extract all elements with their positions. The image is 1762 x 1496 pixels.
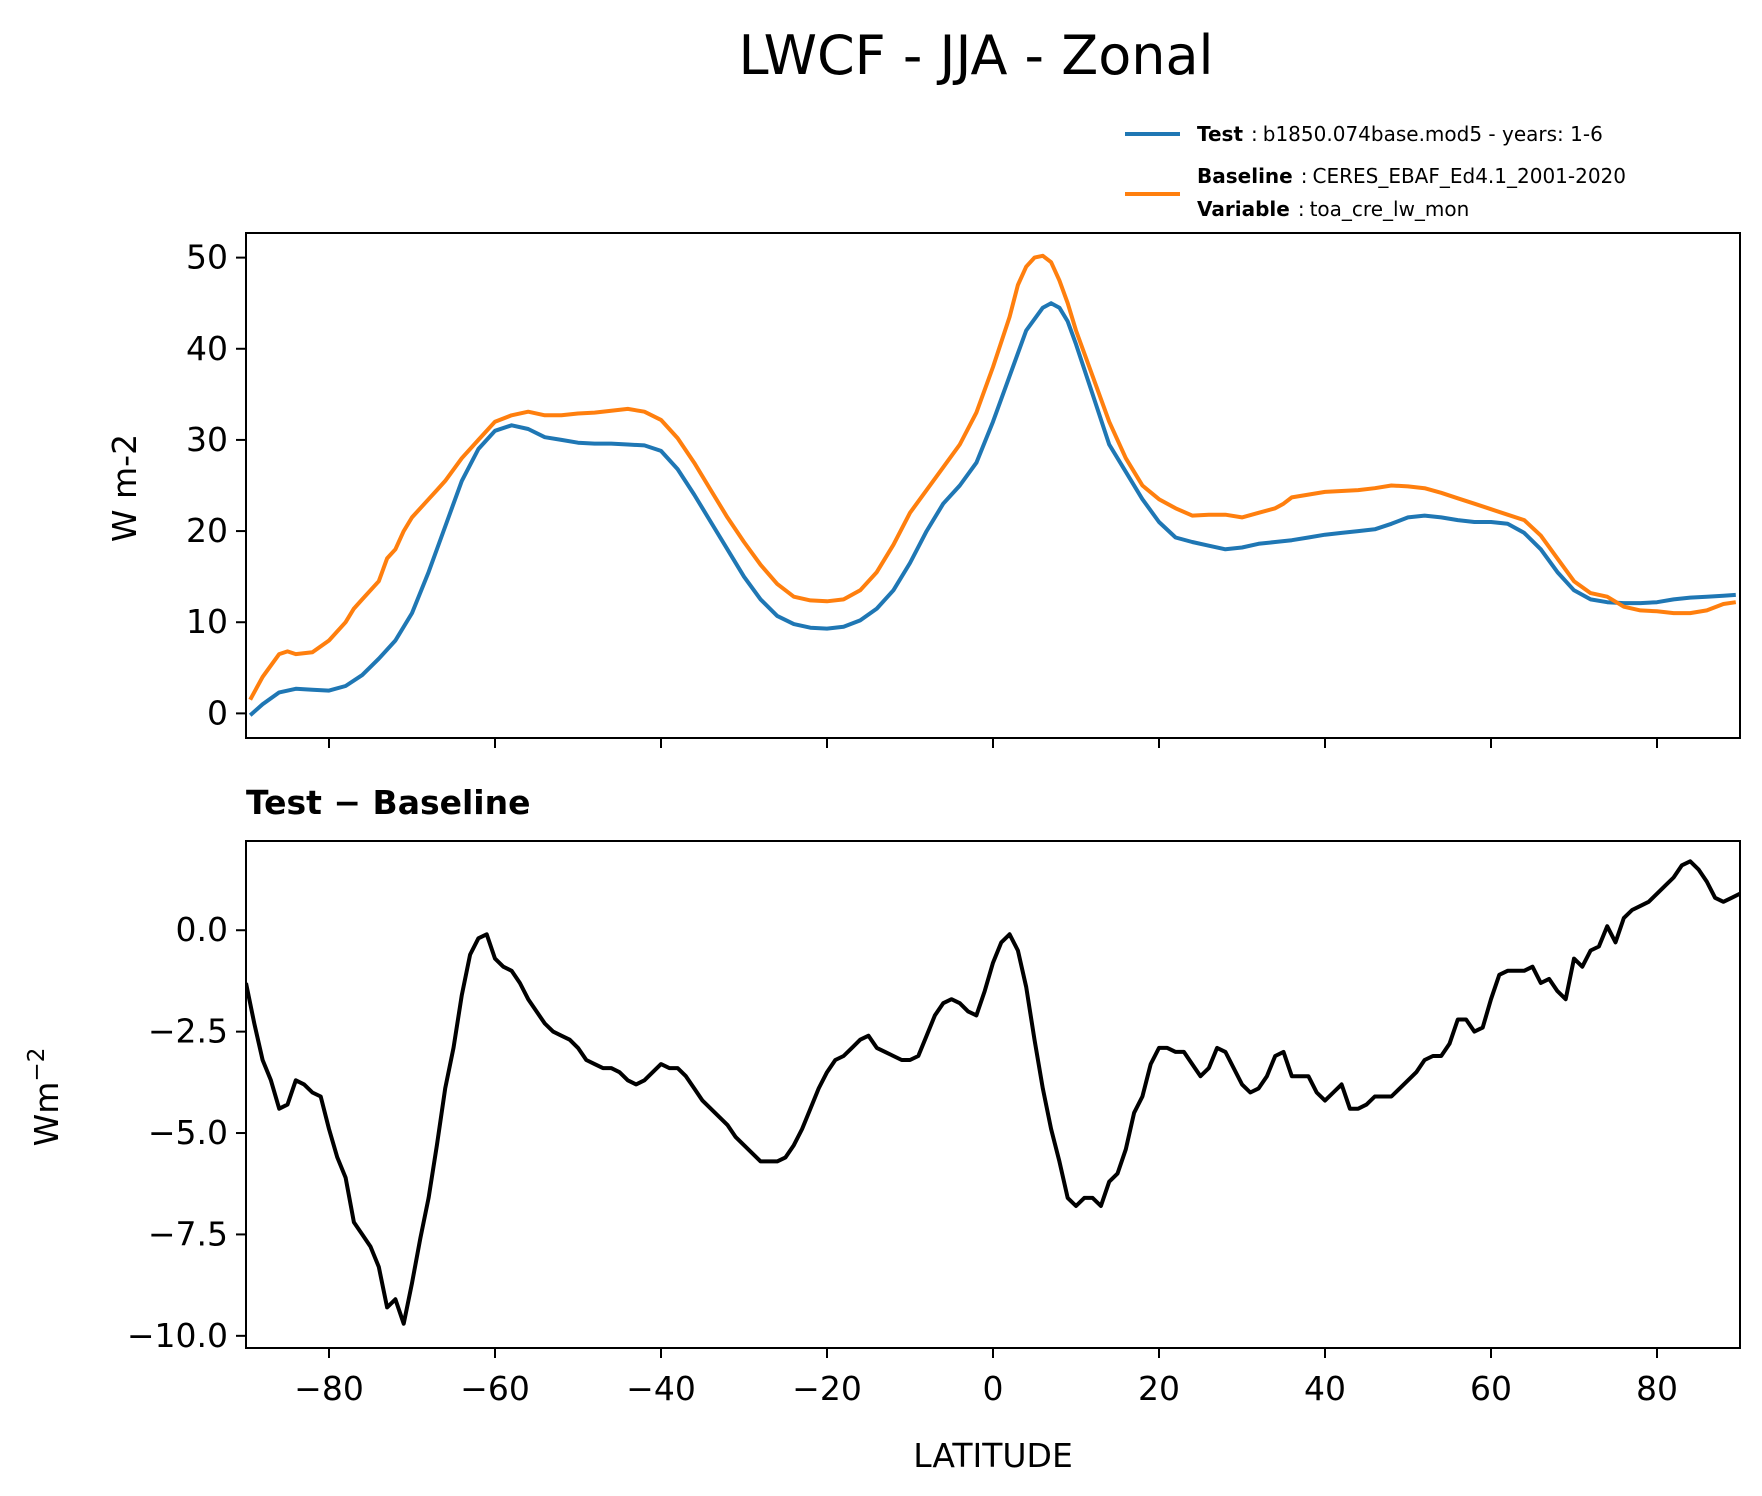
bottom-x-tick-label: −20: [792, 1369, 862, 1408]
legend: Test: b1850.074base.mod5 - years: 1-6 Bas…: [1125, 122, 1626, 221]
legend-variable-value: toa_cre_lw_mon: [1310, 197, 1470, 221]
legend-test-key: Test: [1197, 122, 1243, 146]
bottom-axes-frame: [245, 840, 1741, 1349]
difference-panel: Test − Baseline 0.0 −2.5 −5.0 −7.5 −10.0 −80…: [24, 783, 1741, 1475]
x-axis-label: LATITUDE: [913, 1436, 1073, 1475]
bottom-x-tick-label: 40: [1304, 1369, 1346, 1408]
bottom-y-tick-label: −2.5: [148, 1012, 228, 1051]
bottom-x-axis: −80 −60 −40 −20 0 20 40 60 80: [294, 1348, 1678, 1408]
bottom-y-axis: 0.0 −2.5 −5.0 −7.5 −10.0: [127, 910, 246, 1355]
top-y-tick-label: 50: [186, 238, 228, 277]
difference-panel-title: Test − Baseline: [246, 783, 531, 822]
bottom-x-tick-label: 80: [1636, 1369, 1678, 1408]
series-line-test: [248, 301, 1736, 717]
bottom-y-axis-label-base: Wm: [27, 1082, 66, 1147]
bottom-x-tick-label: 60: [1470, 1369, 1512, 1408]
legend-test-entry: Test: b1850.074base.mod5 - years: 1-6: [1197, 122, 1603, 146]
top-y-axis: 0 10 20 30 40 50: [186, 238, 246, 732]
bottom-x-tick-label: −80: [294, 1369, 364, 1408]
top-y-tick-label: 0: [207, 693, 228, 732]
bottom-x-tick-label: −40: [626, 1369, 696, 1408]
bottom-x-tick-label: 0: [983, 1369, 1004, 1408]
legend-variable-entry: Variable: toa_cre_lw_mon: [1197, 197, 1469, 221]
legend-baseline-value: CERES_EBAF_Ed4.1_2001-2020: [1312, 164, 1626, 188]
bottom-y-tick-label: 0.0: [176, 910, 228, 949]
chart-title: LWCF - JJA - Zonal: [738, 24, 1213, 87]
bottom-y-tick-label: −10.0: [127, 1316, 228, 1355]
legend-test-value: b1850.074base.mod5 - years: 1-6: [1263, 122, 1603, 146]
bottom-y-tick-label: −7.5: [148, 1214, 228, 1253]
series-line-baseline: [248, 253, 1737, 701]
bottom-x-tick-label: 20: [1138, 1369, 1180, 1408]
top-y-tick-label: 20: [186, 511, 228, 550]
bottom-y-tick-label: −5.0: [148, 1113, 228, 1152]
legend-baseline-key: Baseline: [1197, 164, 1293, 188]
bottom-series: [246, 859, 1740, 1326]
top-series: [248, 253, 1737, 717]
legend-test-sep: :: [1251, 122, 1258, 146]
top-y-tick-label: 10: [186, 602, 228, 641]
legend-baseline-entry: Baseline: CERES_EBAF_Ed4.1_2001-2020: [1197, 164, 1626, 188]
bottom-y-axis-label: Wm−2: [24, 1048, 66, 1147]
top-y-axis-label: W m-2: [105, 434, 144, 542]
top-y-tick-label: 40: [186, 329, 228, 368]
top-axes-frame: [245, 232, 1741, 739]
top-y-tick-label: 30: [186, 420, 228, 459]
legend-baseline-sep: :: [1301, 164, 1308, 188]
top-x-axis: [328, 738, 1658, 748]
zonal-mean-panel: 0 10 20 30 40 50 W m-2: [105, 232, 1741, 748]
bottom-y-axis-label-exponent: −2: [24, 1048, 50, 1082]
legend-variable-key: Variable: [1197, 197, 1290, 221]
bottom-x-tick-label: −60: [460, 1369, 530, 1408]
legend-variable-sep: :: [1298, 197, 1305, 221]
series-line-test-baseline: [246, 859, 1740, 1326]
